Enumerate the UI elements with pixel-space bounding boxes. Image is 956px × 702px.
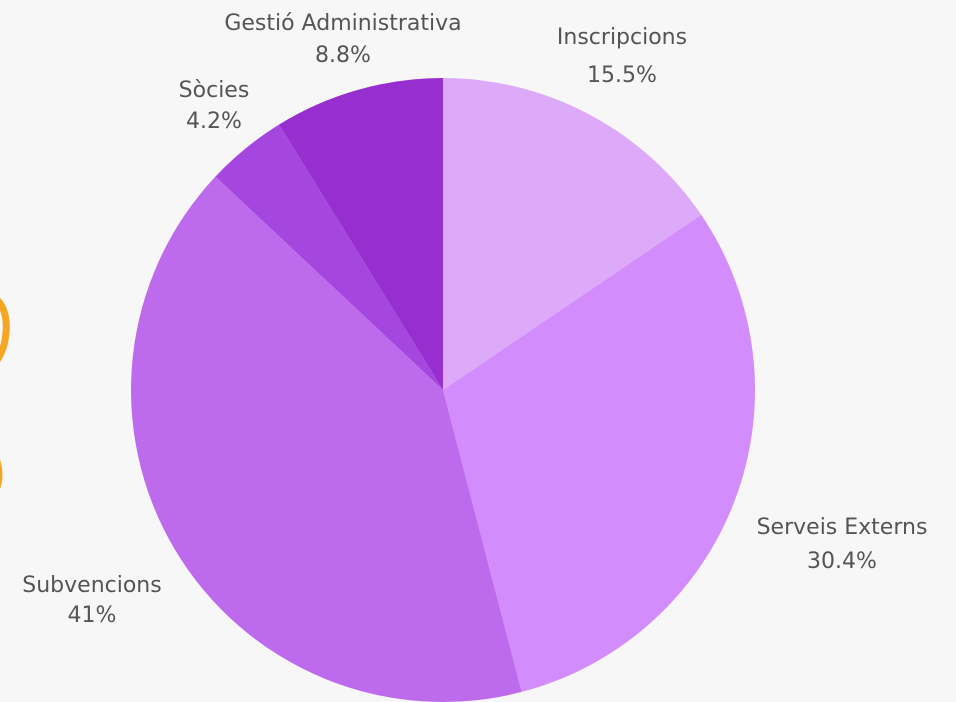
slice-label: Gestió Administrativa: [224, 11, 461, 36]
slice-value-label: 41%: [68, 603, 117, 628]
pie-slice-serveis-externs: [443, 214, 755, 692]
pie-labels: Inscripcions 15.5% Serveis Externs 30.4% Sub…: [22, 11, 927, 628]
slice-value-label: 15.5%: [587, 63, 657, 88]
pie-slice-s-cies: [215, 124, 443, 391]
slice-value-label: 8.8%: [315, 43, 371, 68]
slice-label: Sòcies: [179, 78, 250, 103]
pie-slice-inscripcions: [443, 78, 702, 390]
pie-slices: [131, 78, 755, 702]
slice-label: Serveis Externs: [757, 515, 928, 540]
slice-value-label: 30.4%: [807, 549, 877, 574]
decorative-orange-stroke: [0, 297, 10, 363]
slice-label: Subvencions: [22, 573, 161, 598]
slice-value-label: 4.2%: [186, 109, 242, 134]
slice-label: Inscripcions: [557, 25, 687, 50]
pie-slice-gesti-administrativa: [278, 78, 443, 390]
pie-slice-subvencions: [131, 176, 522, 702]
